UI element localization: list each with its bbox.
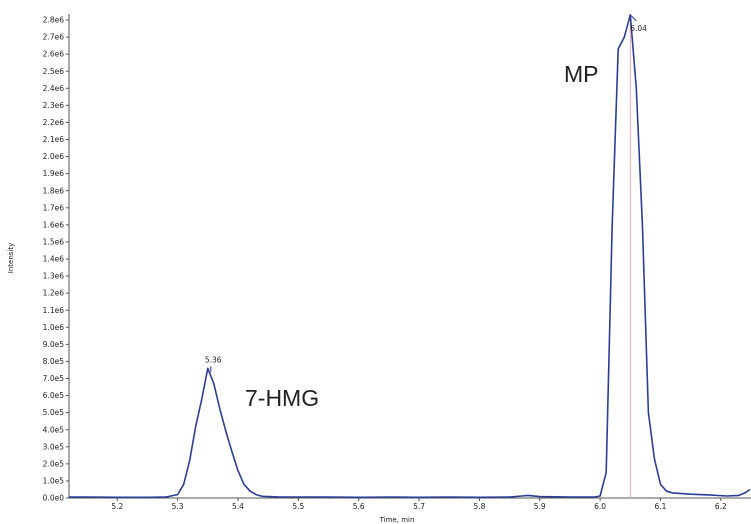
y-tick-label: 1.9e6 — [43, 169, 65, 178]
y-tick-label: 1.4e6 — [43, 255, 65, 264]
x-axis-ticks: 5.2 5.3 5.4 5.5 5.6 5.7 5.8 5.9 6.0 6.1 6.2 — [111, 498, 727, 511]
y-tick-label: 2.1e6 — [43, 135, 65, 144]
chromatogram-trace — [69, 14, 751, 499]
peak-label-6-04: 6.04 — [630, 24, 647, 33]
peak-label-5-36: 5.36 — [205, 355, 222, 364]
x-tick-label: 5.7 — [413, 502, 425, 511]
y-tick-label: 2.8e6 — [43, 16, 65, 25]
x-tick-label: 5.2 — [111, 502, 123, 511]
x-tick-label: 6.0 — [594, 502, 606, 511]
y-tick-label: 2.6e6 — [43, 50, 65, 59]
y-tick-label: 3.0e5 — [43, 442, 65, 451]
y-tick-label: 2.2e6 — [43, 118, 65, 127]
y-tick-label: 9.0e5 — [43, 340, 65, 349]
x-tick-label: 5.5 — [292, 502, 304, 511]
x-tick-label: 6.1 — [655, 502, 667, 511]
y-tick-label: 1.5e6 — [43, 238, 65, 247]
y-tick-label: 2.0e6 — [43, 152, 65, 161]
y-tick-label: 1.2e6 — [43, 289, 65, 298]
y-tick-label: 1.7e6 — [43, 203, 65, 212]
y-tick-label: 6.0e5 — [43, 391, 65, 400]
y-tick-label: 1.1e6 — [43, 306, 65, 315]
axes — [68, 14, 751, 499]
x-tick-label: 5.3 — [172, 502, 184, 511]
y-tick-label: 2.5e6 — [43, 67, 65, 76]
y-tick-label: 1.0e6 — [43, 323, 65, 332]
y-tick-label: 5.0e5 — [43, 408, 65, 417]
y-tick-label: 4.0e5 — [43, 425, 65, 434]
x-tick-label: 5.6 — [353, 502, 365, 511]
peak-apex-tick-mp — [629, 14, 637, 22]
compound-label-7-hmg: 7-HMG — [245, 385, 319, 411]
x-axis-title: Time, min — [379, 516, 415, 524]
y-axis-title: Intensity — [7, 243, 15, 273]
y-axis-ticks: 0.0e0 1.0e5 2.0e5 3.0e5 4.0e5 5.0e5 6.0e5 7.0e5… — [43, 16, 69, 503]
y-tick-label: 1.3e6 — [43, 272, 65, 281]
y-tick-label: 1.0e5 — [43, 477, 65, 486]
x-tick-label: 6.2 — [715, 502, 727, 511]
y-tick-label: 0.0e0 — [43, 494, 65, 503]
y-tick-label: 1.8e6 — [43, 186, 65, 195]
y-tick-label: 1.6e6 — [43, 220, 65, 229]
x-tick-label: 5.4 — [232, 502, 244, 511]
y-tick-label: 7.0e5 — [43, 374, 65, 383]
compound-label-mp: MP — [564, 61, 599, 87]
x-tick-label: 5.9 — [534, 502, 546, 511]
y-tick-label: 8.0e5 — [43, 357, 65, 366]
y-tick-label: 2.3e6 — [43, 101, 65, 110]
x-tick-label: 5.8 — [473, 502, 485, 511]
y-tick-label: 2.4e6 — [43, 84, 65, 93]
y-tick-label: 2.0e5 — [43, 459, 65, 468]
y-tick-label: 2.7e6 — [43, 33, 65, 42]
